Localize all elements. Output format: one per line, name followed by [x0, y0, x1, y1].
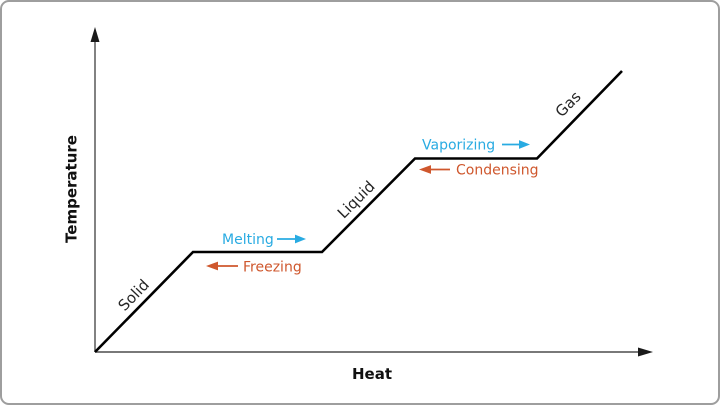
freezing-label: Freezing	[243, 260, 302, 276]
phase-label-solid: Solid	[115, 276, 153, 315]
vaporizing-label: Vaporizing	[422, 138, 495, 154]
y-axis-arrowhead-icon	[90, 27, 100, 42]
x-axis-arrowhead-icon	[638, 347, 653, 357]
transition-freezing: Freezing	[206, 260, 302, 276]
phase-label-liquid: Liquid	[334, 177, 379, 222]
melting-right-arrow-icon	[295, 234, 306, 244]
transition-melting: Melting	[222, 232, 306, 248]
x-axis-label: Heat	[352, 365, 392, 383]
condensing-label: Condensing	[456, 163, 539, 179]
freezing-left-arrow-icon	[206, 261, 218, 271]
vaporizing-right-arrow-icon	[519, 140, 530, 149]
condensing-left-arrow-icon	[419, 165, 431, 174]
y-axis-label: Temperature	[62, 135, 80, 243]
heating-curve-line	[94, 70, 623, 353]
melting-label: Melting	[222, 232, 274, 248]
transition-condensing: Condensing	[419, 163, 539, 179]
y-axis	[90, 27, 100, 352]
transition-vaporizing: Vaporizing	[422, 138, 530, 154]
x-axis	[95, 347, 653, 357]
